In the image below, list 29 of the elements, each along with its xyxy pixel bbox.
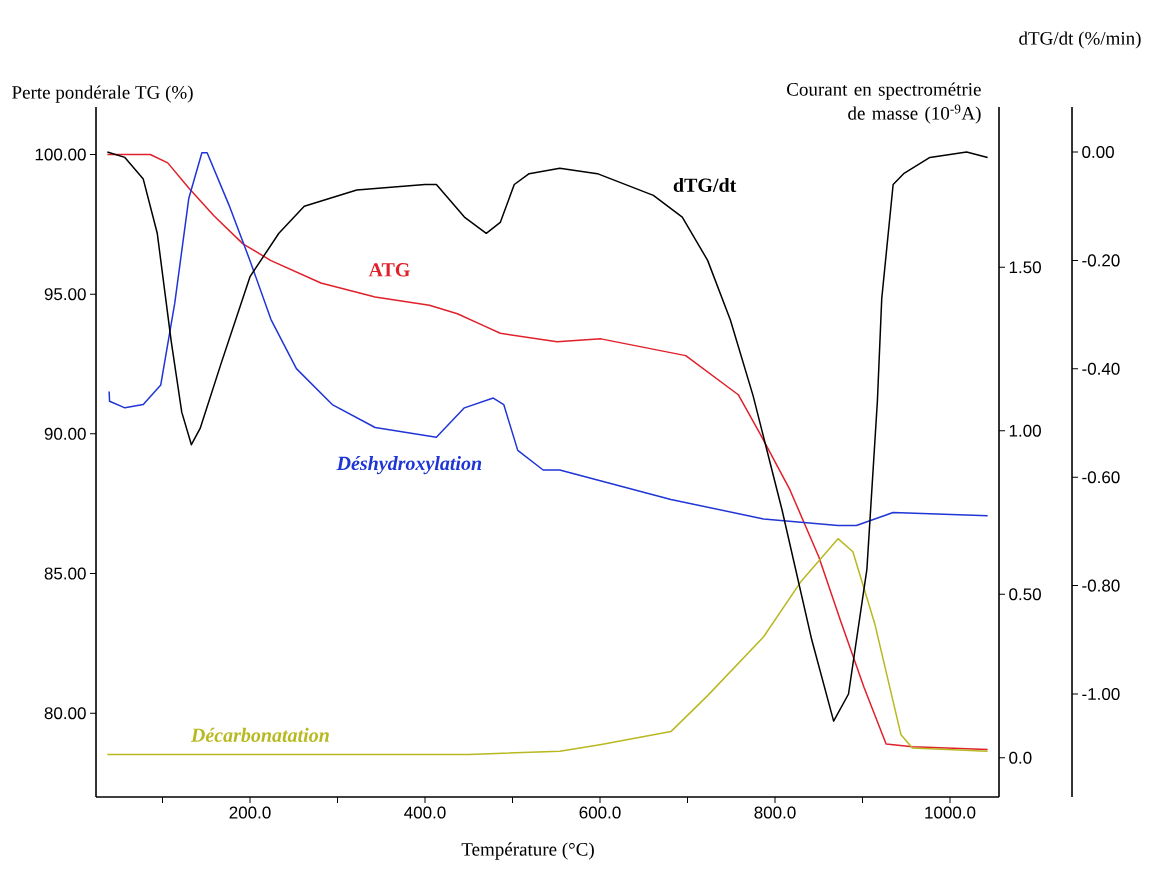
series-label: Décarbonatation: [190, 727, 329, 742]
y2-axis-title: Courant en spectrométrie de masse (10$^{-9}$A): [787, 82, 981, 124]
y-tick-label: 100.00: [35, 148, 86, 161]
y-tick-label: 90.00: [44, 427, 86, 440]
x-tick-label: 400.0: [404, 806, 446, 819]
y-tick-label: 80.00: [44, 707, 86, 720]
x-tick-label: 600.0: [579, 806, 621, 819]
y3-tick-label: 0.00: [1082, 145, 1114, 159]
y2-tick-label: 0.50: [1009, 588, 1041, 601]
series-label: dTG/dt: [673, 177, 737, 192]
y2-tick-label: 1.50: [1009, 261, 1041, 274]
y-axis-title: Perte pondérale TG (%): [12, 85, 193, 103]
x-tick-label: 200.0: [229, 806, 271, 819]
y-tick-label: 85.00: [44, 567, 86, 580]
y3-axis-title: dTG/dt (%/min): [1019, 31, 1141, 49]
x-tick-label: 1000.0: [925, 806, 976, 819]
y3-tick-label: -0.80: [1082, 579, 1120, 592]
y3-tick-label: -0.60: [1082, 471, 1120, 484]
y-tick-label: 95.00: [44, 288, 86, 301]
line-series: [108, 152, 989, 527]
y3-tick-label: -0.40: [1082, 362, 1120, 375]
x-tick-label: 800.0: [754, 806, 796, 819]
y2-tick-label: 1.00: [1009, 424, 1041, 437]
y2-tick-label: 0.0: [1009, 751, 1032, 764]
y3-tick-label: -0.20: [1082, 254, 1120, 267]
y3-tick-label: -1.00: [1082, 687, 1120, 701]
x-axis-title: Température (°C): [461, 842, 594, 860]
series-label: ATG: [368, 263, 410, 277]
series-label: Déshydroxylation: [336, 456, 482, 475]
